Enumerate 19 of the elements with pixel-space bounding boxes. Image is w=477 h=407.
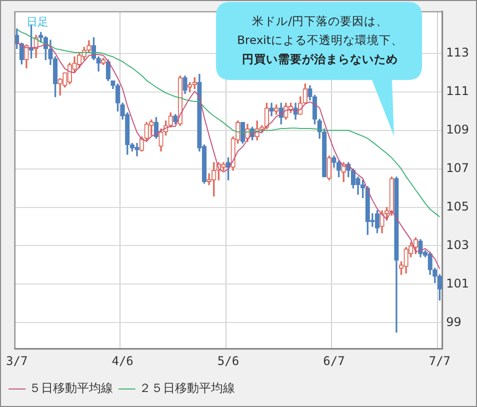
y-tick-label: 113 (446, 46, 469, 60)
legend-label: ５日移動平均線 (29, 381, 113, 396)
y-tick-label: 105 (446, 199, 469, 214)
annotation: 日足 (26, 16, 48, 29)
annotation: 米ドル/円下落の要因は、 (251, 13, 389, 30)
x-tick-label: 4/6 (112, 354, 134, 368)
x-tick-label: 5/6 (217, 354, 240, 368)
y-tick-label: 101 (446, 276, 469, 290)
x-tick-label: 6/7 (323, 354, 345, 368)
y-tick-label: 111 (446, 84, 469, 98)
y-tick-label: 109 (446, 122, 469, 137)
y-tick-label: 99 (446, 314, 462, 329)
x-tick-label: 7/7 (428, 354, 451, 368)
legend-label: ２５日移動平均線 (139, 381, 235, 396)
x-tick-label: 3/7 (6, 354, 28, 368)
y-tick-label: 107 (446, 160, 469, 175)
annotation: Brexitによる不透明な環境下、 (236, 32, 404, 49)
annotation: 円買い需要が治まらないため (241, 51, 399, 68)
y-tick-label: 103 (446, 238, 469, 252)
